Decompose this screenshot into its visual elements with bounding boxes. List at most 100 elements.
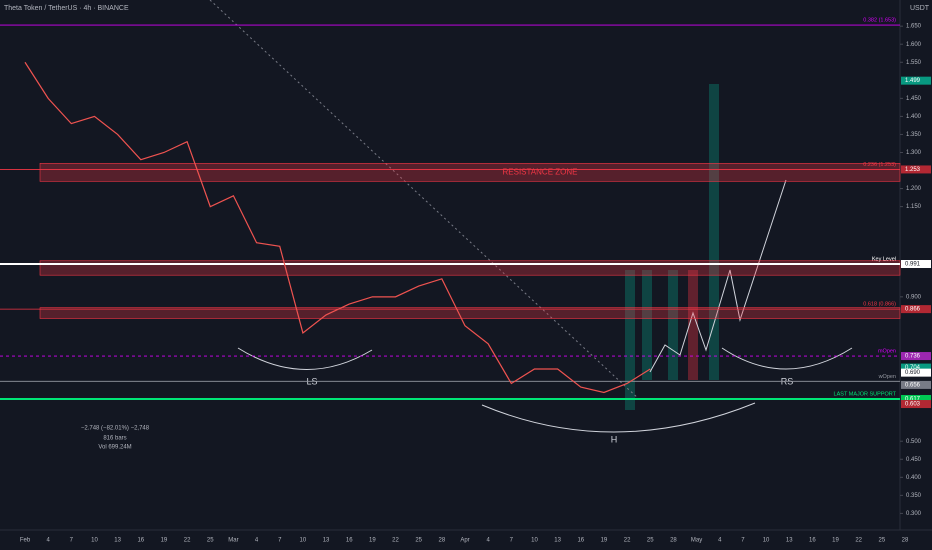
- y-tick-label: 1.650: [906, 24, 922, 30]
- x-tick-label: 19: [601, 538, 608, 544]
- stat: Vol 699.24M: [98, 445, 131, 451]
- x-tick-label: 22: [855, 538, 862, 544]
- bar-shade: [625, 270, 635, 410]
- zone: [39, 307, 901, 319]
- x-tick-label: 4: [46, 538, 50, 544]
- price-tag: [901, 76, 931, 85]
- zone-label: RESISTANCE ZONE: [503, 167, 578, 176]
- price-tag-label: 0.690: [905, 370, 921, 376]
- x-tick-label: 19: [369, 538, 376, 544]
- stat: −2.748 (−82.01%) −2,748: [81, 426, 150, 432]
- x-tick-label: Feb: [20, 538, 31, 544]
- x-tick-label: 4: [255, 538, 259, 544]
- zone: [39, 163, 901, 182]
- y-tick-label: 1.450: [906, 96, 922, 102]
- x-tick-label: 22: [184, 538, 191, 544]
- price-tag: [901, 380, 931, 389]
- price-tag-label: 0.704: [905, 365, 921, 371]
- price-tag-label: 0.617: [905, 397, 921, 403]
- head-arc: [481, 402, 756, 433]
- x-tick-label: 7: [70, 538, 74, 544]
- y-tick-label: 0.500: [906, 439, 922, 445]
- price-tag-label: 1.499: [905, 78, 921, 84]
- x-tick-label: 25: [647, 538, 654, 544]
- stat: 816 bars: [103, 436, 126, 442]
- x-tick-label: 4: [486, 538, 490, 544]
- y-tick-label: 1.600: [906, 42, 922, 48]
- price-tag-label: 0.866: [905, 307, 921, 313]
- level-label: mOpen: [878, 348, 896, 354]
- x-tick-label: 10: [763, 538, 770, 544]
- level-label: LAST MAJOR SUPPORT: [834, 391, 897, 397]
- y-tick-label: 1.200: [906, 186, 922, 192]
- bar-shade: [688, 270, 698, 380]
- x-tick-label: 10: [531, 538, 538, 544]
- shoulder-arc: [721, 347, 853, 370]
- level-label: Key Level: [872, 256, 896, 262]
- x-tick-label: 25: [207, 538, 214, 544]
- x-tick-label: 13: [786, 538, 793, 544]
- x-tick-label: May: [691, 538, 702, 544]
- price-line: [24, 61, 651, 394]
- projection-path: [649, 179, 787, 373]
- x-tick-label: 28: [670, 538, 677, 544]
- price-tag: [901, 400, 931, 409]
- x-tick-label: 13: [554, 538, 561, 544]
- x-tick-label: 16: [137, 538, 144, 544]
- x-tick-label: 7: [510, 538, 514, 544]
- x-tick-label: 13: [114, 538, 121, 544]
- chart-title: Theta Token / TetherUS · 4h · BINANCE: [4, 5, 129, 12]
- price-tag-label: 0.656: [905, 382, 921, 388]
- price-tag: [901, 165, 931, 174]
- y-tick-label: 1.550: [906, 60, 922, 66]
- bar-shade: [668, 270, 678, 380]
- price-tag-label: 0.736: [905, 354, 921, 360]
- pattern-label: H: [611, 434, 618, 444]
- level-label: 0.236 (1.253): [863, 162, 896, 168]
- y-tick-label: 0.300: [906, 511, 922, 517]
- y-tick-label: 1.350: [906, 132, 922, 138]
- shoulder-arc: [237, 347, 373, 370]
- x-tick-label: 16: [346, 538, 353, 544]
- x-tick-label: 25: [878, 538, 885, 544]
- price-tag-label: 1.253: [905, 167, 921, 173]
- zone: [39, 260, 901, 276]
- x-tick-label: 28: [902, 538, 909, 544]
- axis-label: USDT: [910, 5, 930, 12]
- x-tick-label: 7: [741, 538, 745, 544]
- x-tick-label: 16: [809, 538, 816, 544]
- price-tag: [901, 368, 931, 377]
- price-tag: [901, 260, 931, 269]
- x-tick-label: 19: [161, 538, 168, 544]
- projection-bars: [625, 84, 719, 410]
- x-tick-label: 10: [300, 538, 307, 544]
- y-tick-label: 0.350: [906, 493, 922, 499]
- level-label: 0.618 (0.866): [863, 302, 896, 308]
- x-tick-label: 13: [323, 538, 330, 544]
- x-tick-label: 22: [624, 538, 631, 544]
- price-tag-label: 0.991: [905, 262, 921, 268]
- price-tag: [901, 305, 931, 314]
- price-tag: [901, 352, 931, 361]
- x-tick-label: 28: [438, 538, 445, 544]
- x-tick-label: Mar: [228, 538, 238, 544]
- price-tag: [901, 394, 931, 403]
- y-tick-label: 1.150: [906, 204, 922, 210]
- x-tick-label: Apr: [460, 538, 469, 544]
- x-tick-label: 4: [718, 538, 722, 544]
- price-tag-label: 0.603: [905, 402, 921, 408]
- y-tick-label: 0.400: [906, 475, 922, 481]
- x-tick-label: 10: [91, 538, 98, 544]
- x-tick-label: 22: [392, 538, 399, 544]
- y-tick-label: 0.450: [906, 457, 922, 463]
- bar-shade: [709, 84, 719, 380]
- bar-shade: [642, 270, 652, 380]
- x-tick-label: 16: [577, 538, 584, 544]
- level-label: wOpen: [878, 374, 896, 380]
- x-tick-label: 25: [415, 538, 422, 544]
- price-tag: [901, 363, 931, 372]
- y-tick-label: 1.300: [906, 150, 922, 156]
- y-tick-label: 1.400: [906, 114, 922, 120]
